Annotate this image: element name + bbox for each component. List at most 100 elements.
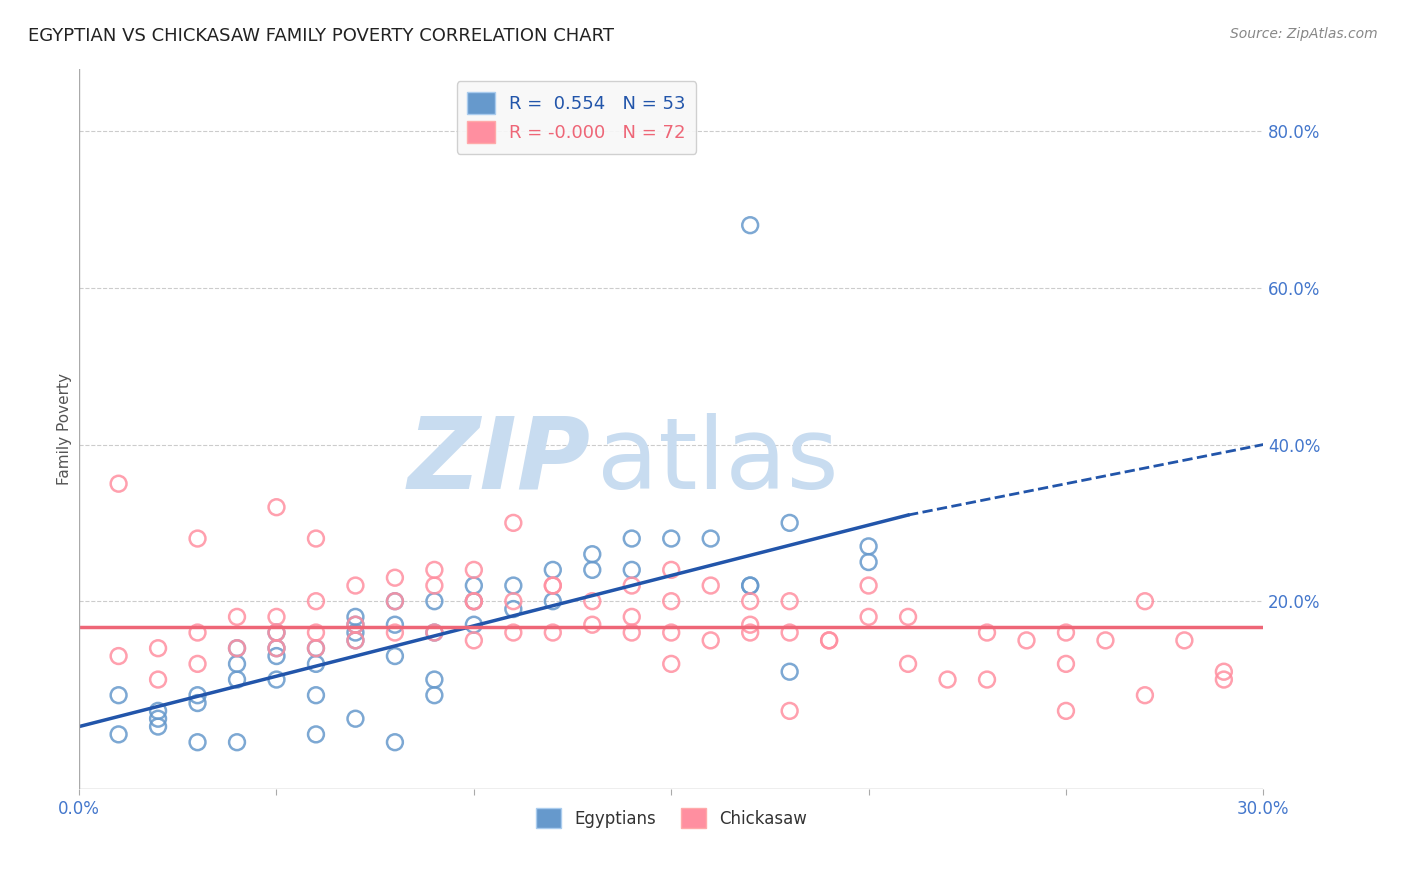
Point xyxy=(463,594,485,608)
Point xyxy=(423,625,446,640)
Point xyxy=(344,610,367,624)
Point xyxy=(858,610,880,624)
Point xyxy=(1054,657,1077,671)
Point xyxy=(305,532,328,546)
Point xyxy=(423,688,446,702)
Point xyxy=(620,578,643,592)
Point xyxy=(187,532,209,546)
Point xyxy=(1054,625,1077,640)
Text: EGYPTIAN VS CHICKASAW FAMILY POVERTY CORRELATION CHART: EGYPTIAN VS CHICKASAW FAMILY POVERTY COR… xyxy=(28,27,614,45)
Point xyxy=(463,617,485,632)
Point xyxy=(699,633,721,648)
Legend: Egyptians, Chickasaw: Egyptians, Chickasaw xyxy=(529,801,814,835)
Point xyxy=(146,673,169,687)
Point xyxy=(423,673,446,687)
Point xyxy=(740,578,762,592)
Point xyxy=(344,633,367,648)
Point xyxy=(384,617,406,632)
Point xyxy=(344,617,367,632)
Point xyxy=(779,704,801,718)
Point xyxy=(502,516,524,530)
Point xyxy=(226,673,249,687)
Point xyxy=(423,578,446,592)
Point xyxy=(699,578,721,592)
Point xyxy=(146,704,169,718)
Point xyxy=(659,625,682,640)
Point xyxy=(266,641,288,656)
Point xyxy=(1054,704,1077,718)
Point xyxy=(818,633,841,648)
Point xyxy=(1015,633,1038,648)
Point xyxy=(897,610,920,624)
Y-axis label: Family Poverty: Family Poverty xyxy=(58,373,72,485)
Point xyxy=(463,594,485,608)
Point xyxy=(344,578,367,592)
Point xyxy=(423,625,446,640)
Point xyxy=(187,688,209,702)
Point xyxy=(384,625,406,640)
Point xyxy=(266,648,288,663)
Point xyxy=(463,578,485,592)
Point xyxy=(659,594,682,608)
Point xyxy=(740,578,762,592)
Point xyxy=(740,594,762,608)
Point xyxy=(858,578,880,592)
Point xyxy=(463,633,485,648)
Point xyxy=(305,641,328,656)
Point xyxy=(581,594,603,608)
Point xyxy=(976,673,998,687)
Point xyxy=(146,641,169,656)
Point xyxy=(146,720,169,734)
Point xyxy=(581,563,603,577)
Point xyxy=(266,673,288,687)
Point xyxy=(620,610,643,624)
Point xyxy=(226,735,249,749)
Point xyxy=(384,735,406,749)
Point xyxy=(305,688,328,702)
Point xyxy=(107,727,129,741)
Point xyxy=(581,547,603,561)
Point xyxy=(699,532,721,546)
Point xyxy=(107,648,129,663)
Text: ZIP: ZIP xyxy=(408,413,591,510)
Point xyxy=(226,641,249,656)
Point xyxy=(502,625,524,640)
Point xyxy=(187,625,209,640)
Text: atlas: atlas xyxy=(596,413,838,510)
Point xyxy=(779,594,801,608)
Point xyxy=(740,625,762,640)
Point xyxy=(423,563,446,577)
Point xyxy=(936,673,959,687)
Point xyxy=(305,657,328,671)
Point xyxy=(266,610,288,624)
Point xyxy=(344,712,367,726)
Point xyxy=(1094,633,1116,648)
Point xyxy=(266,625,288,640)
Point xyxy=(463,594,485,608)
Point xyxy=(740,617,762,632)
Point xyxy=(1133,594,1156,608)
Point xyxy=(541,578,564,592)
Point xyxy=(423,594,446,608)
Point xyxy=(305,625,328,640)
Point xyxy=(541,578,564,592)
Point xyxy=(779,625,801,640)
Point xyxy=(897,657,920,671)
Point xyxy=(305,727,328,741)
Point xyxy=(976,625,998,640)
Point xyxy=(779,665,801,679)
Point xyxy=(620,563,643,577)
Point xyxy=(502,594,524,608)
Point xyxy=(384,594,406,608)
Point xyxy=(620,625,643,640)
Point xyxy=(107,688,129,702)
Point xyxy=(620,532,643,546)
Point xyxy=(818,633,841,648)
Point xyxy=(581,617,603,632)
Point xyxy=(344,617,367,632)
Point xyxy=(107,476,129,491)
Point xyxy=(1212,673,1234,687)
Point xyxy=(187,657,209,671)
Point xyxy=(266,500,288,515)
Point xyxy=(305,594,328,608)
